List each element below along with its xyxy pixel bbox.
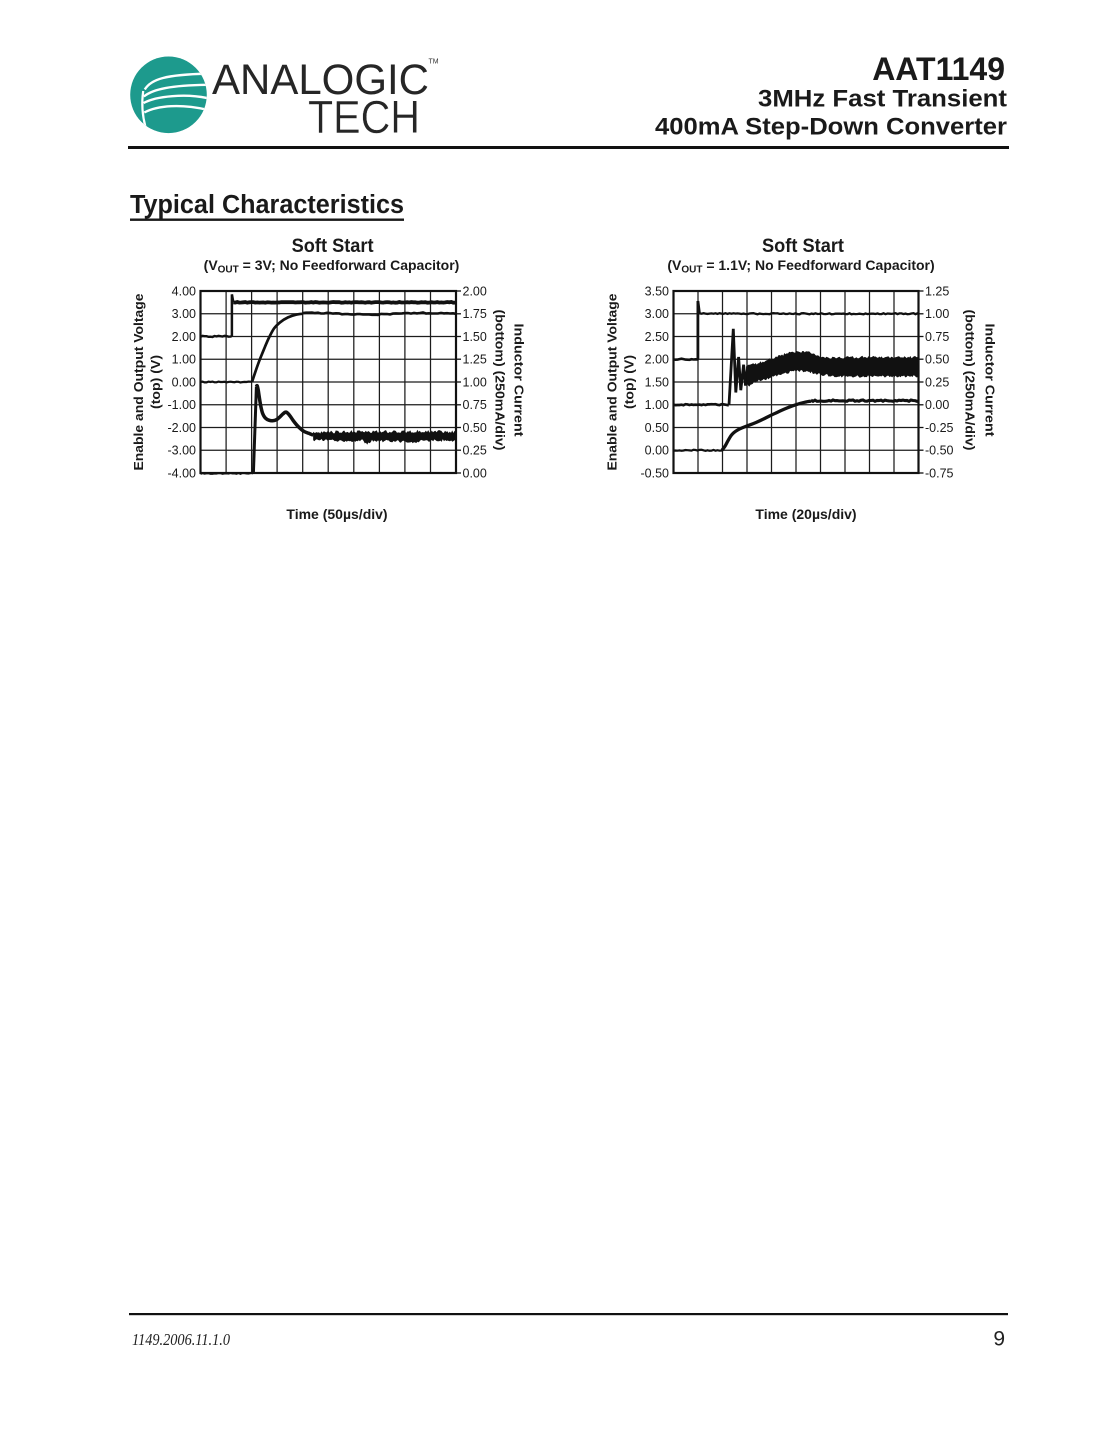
- svg-text:Inductor Current(bottom) (250m: Inductor Current(bottom) (250mA/div): [493, 310, 527, 451]
- svg-text:ANALOGIC: ANALOGIC: [212, 56, 429, 104]
- svg-text:1.00: 1.00: [172, 353, 196, 367]
- svg-text:2.00: 2.00: [645, 353, 669, 367]
- svg-text:-0.50: -0.50: [925, 444, 954, 458]
- svg-text:-0.50: -0.50: [641, 466, 670, 480]
- svg-text:1.50: 1.50: [645, 375, 669, 389]
- svg-text:1.25: 1.25: [463, 353, 487, 367]
- svg-text:2.50: 2.50: [645, 330, 669, 344]
- svg-text:1.00: 1.00: [925, 307, 949, 321]
- svg-text:0.00: 0.00: [463, 466, 487, 480]
- svg-text:3MHz Fast Transient: 3MHz Fast Transient: [758, 86, 1007, 113]
- svg-text:0.75: 0.75: [925, 330, 949, 344]
- svg-text:0.25: 0.25: [463, 444, 487, 458]
- svg-text:2.00: 2.00: [172, 330, 196, 344]
- svg-text:0.00: 0.00: [925, 398, 949, 412]
- svg-text:-0.25: -0.25: [925, 421, 954, 435]
- svg-text:1.25: 1.25: [925, 284, 949, 298]
- svg-text:4.00: 4.00: [172, 284, 196, 298]
- svg-text:0.25: 0.25: [925, 375, 949, 389]
- svg-text:Soft Start: Soft Start: [762, 235, 844, 257]
- svg-text:-0.75: -0.75: [925, 466, 954, 480]
- svg-text:Time (50µs/div): Time (50µs/div): [286, 506, 387, 522]
- svg-text:0.00: 0.00: [645, 444, 669, 458]
- svg-text:(VOUT = 1.1V; No Feedforward C: (VOUT = 1.1V; No Feedforward Capacitor): [667, 257, 934, 276]
- svg-text:0.50: 0.50: [463, 421, 487, 435]
- svg-text:3.00: 3.00: [172, 307, 196, 321]
- svg-text:(VOUT = 3V; No Feedforward Cap: (VOUT = 3V; No Feedforward Capacitor): [204, 257, 460, 276]
- svg-text:1.00: 1.00: [645, 398, 669, 412]
- svg-text:TM: TM: [429, 59, 439, 66]
- svg-text:-1.00: -1.00: [168, 398, 197, 412]
- svg-text:Soft Start: Soft Start: [292, 235, 374, 257]
- svg-text:2.00: 2.00: [463, 284, 487, 298]
- svg-text:TECH: TECH: [308, 91, 420, 143]
- svg-text:400mA Step-Down Converter: 400mA Step-Down Converter: [655, 114, 1007, 141]
- svg-text:1.00: 1.00: [463, 375, 487, 389]
- svg-text:0.50: 0.50: [925, 353, 949, 367]
- svg-text:0.50: 0.50: [645, 421, 669, 435]
- svg-text:3.00: 3.00: [645, 307, 669, 321]
- svg-text:Time (20µs/div): Time (20µs/div): [755, 506, 856, 522]
- svg-text:-3.00: -3.00: [168, 444, 197, 458]
- svg-text:0.75: 0.75: [463, 398, 487, 412]
- svg-text:Typical Characteristics: Typical Characteristics: [130, 191, 404, 219]
- svg-text:0.00: 0.00: [172, 375, 196, 389]
- svg-text:Enable and Output Voltage(top): Enable and Output Voltage (top) (V): [131, 294, 163, 471]
- svg-text:-2.00: -2.00: [168, 421, 197, 435]
- svg-text:Inductor Current(bottom) (250m: Inductor Current(bottom) (250mA/div): [963, 310, 998, 451]
- svg-text:3.50: 3.50: [645, 284, 669, 298]
- svg-text:1.50: 1.50: [463, 330, 487, 344]
- svg-text:Enable and Output Voltage(top): Enable and Output Voltage (top) (V): [605, 294, 637, 471]
- svg-text:AAT1149: AAT1149: [872, 51, 1005, 87]
- svg-text:-4.00: -4.00: [168, 466, 197, 480]
- svg-text:1149.2006.11.1.0: 1149.2006.11.1.0: [132, 1330, 231, 1349]
- svg-text:9: 9: [993, 1328, 1005, 1351]
- svg-text:1.75: 1.75: [463, 307, 487, 321]
